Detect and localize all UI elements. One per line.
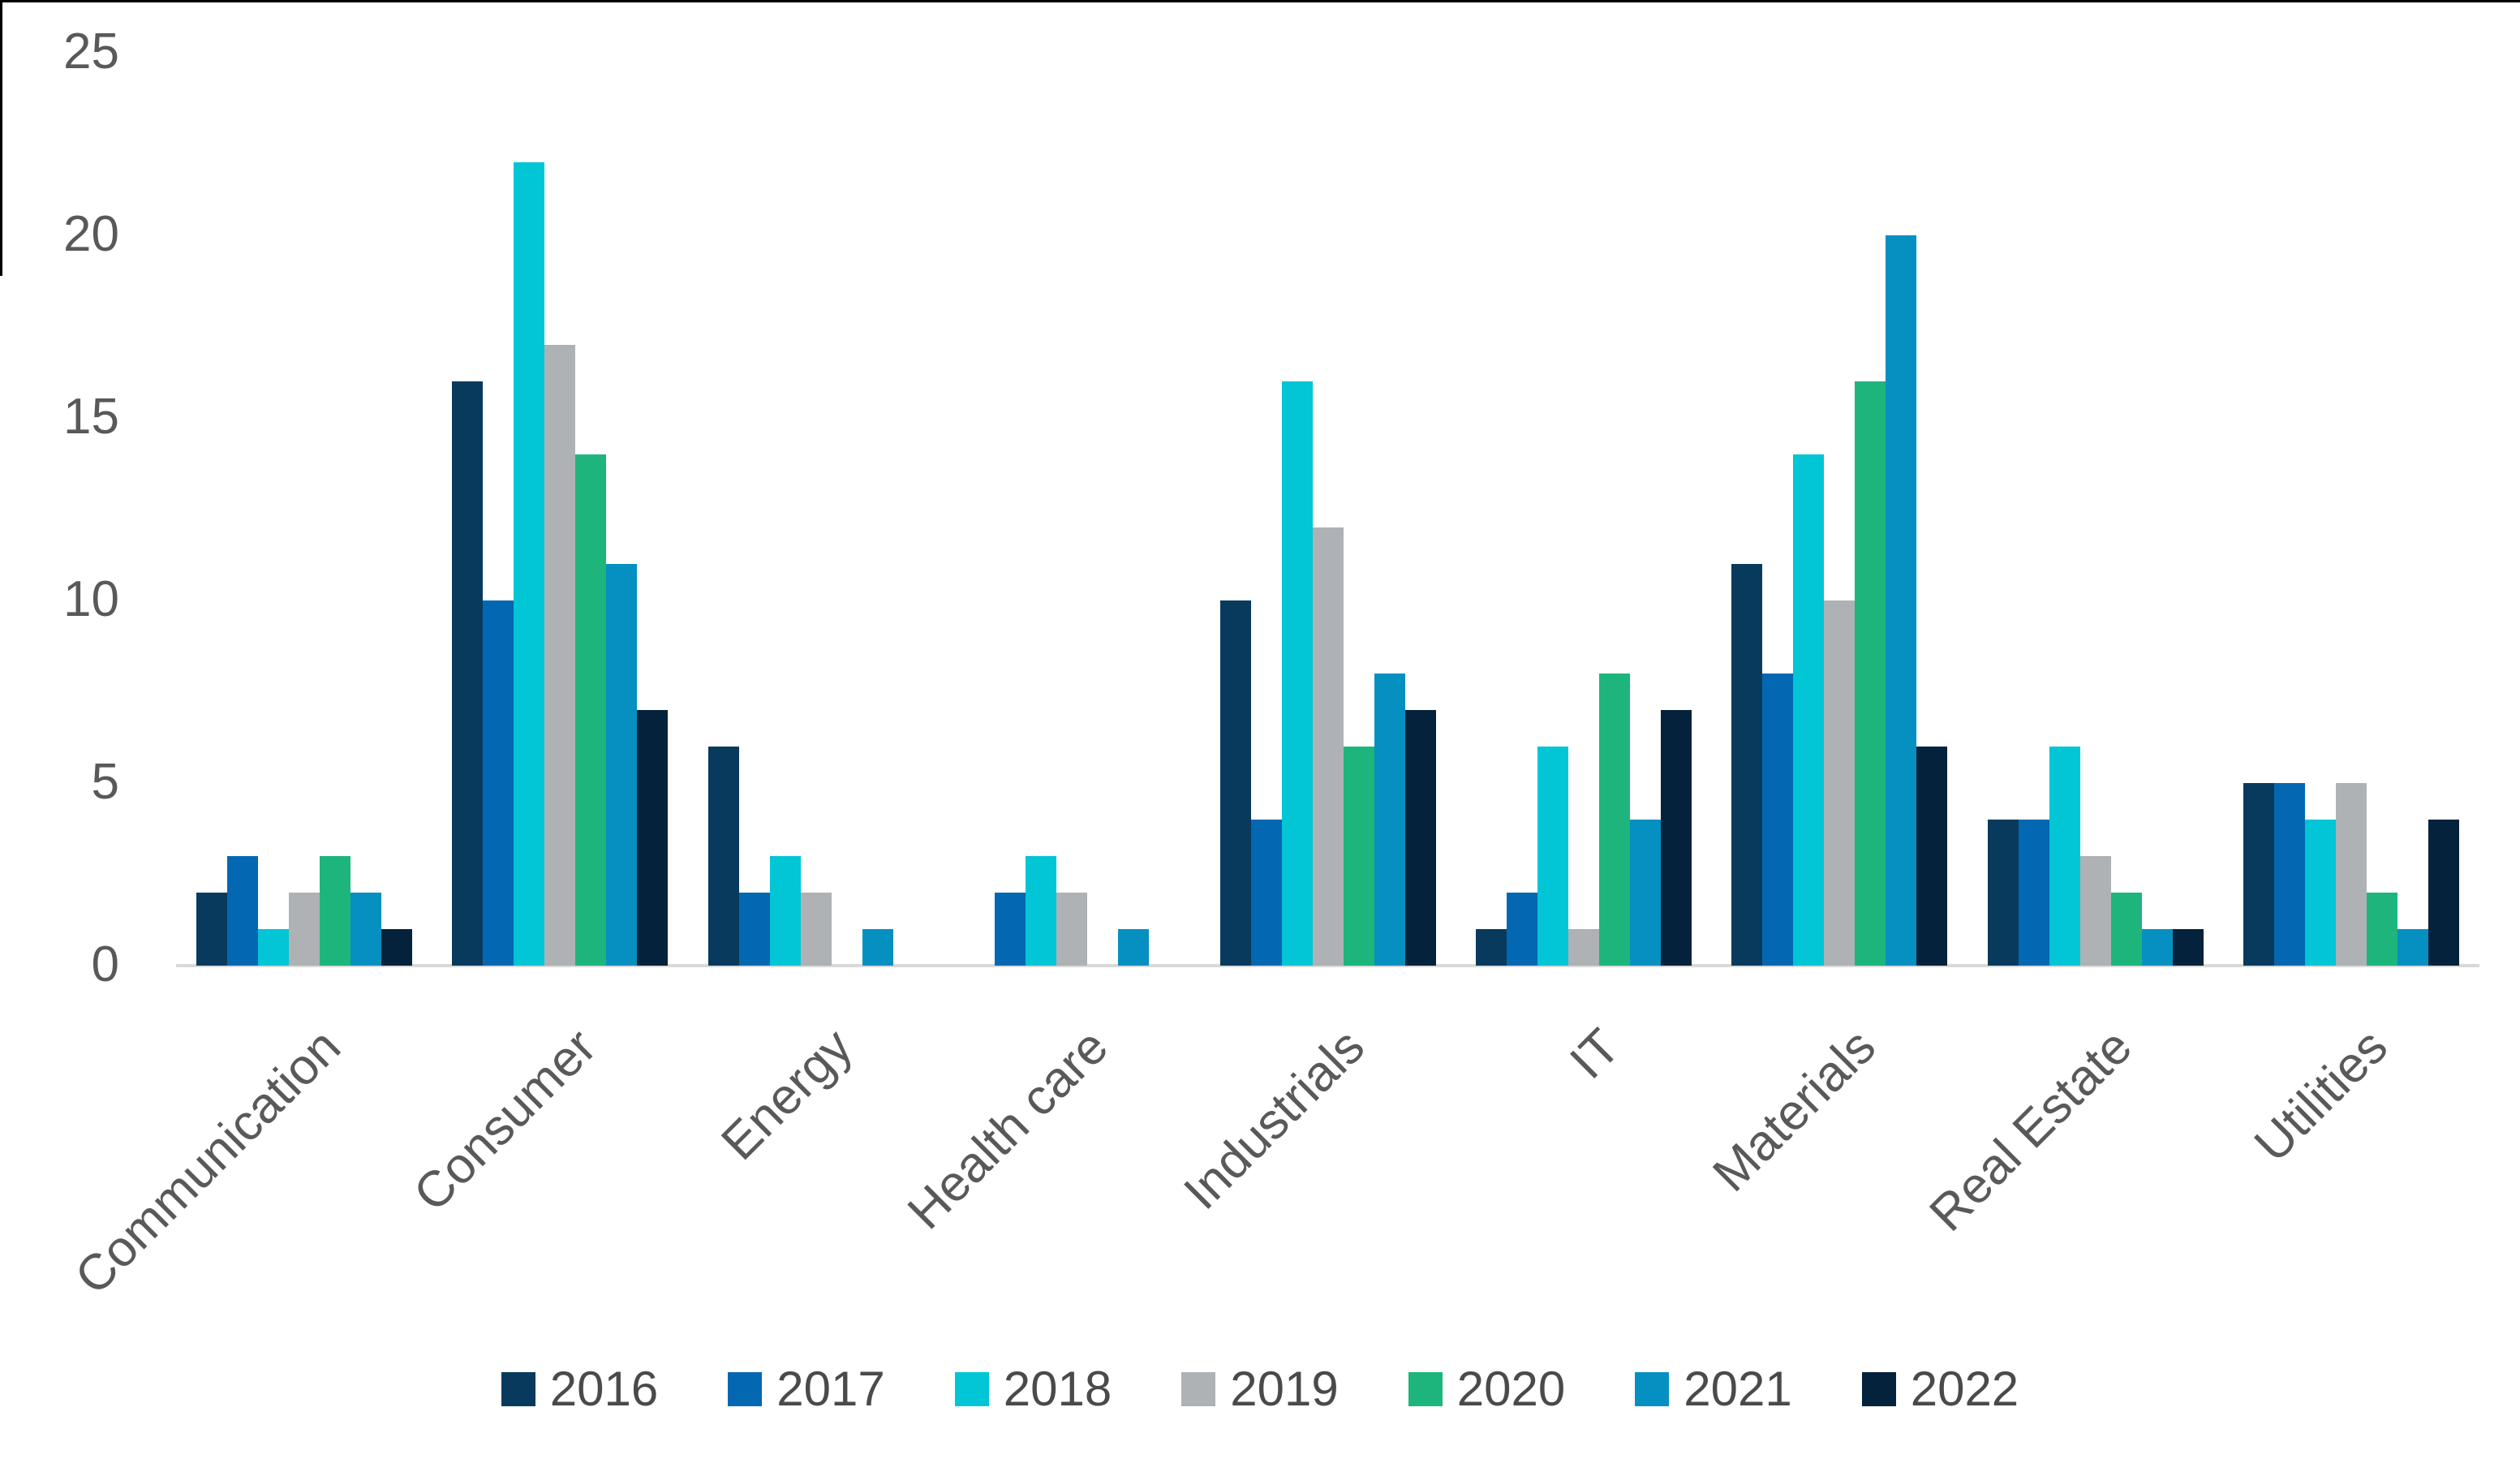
bar-2018-communication (257, 929, 289, 966)
bar-2019-health-care (1056, 893, 1088, 966)
x-axis-label-utilities: Utilities (2244, 1018, 2399, 1173)
bar-2016-materials (1731, 564, 1763, 966)
bar-2022-consumer (637, 710, 669, 966)
legend-entry-2018: 2018 (954, 1362, 1112, 1416)
x-axis-label-it: IT (1559, 1018, 1631, 1090)
x-axis-label-energy: Energy (710, 1018, 863, 1171)
legend-swatch-2019 (1181, 1372, 1216, 1406)
legend-entry-2016: 2016 (501, 1365, 658, 1414)
bar-2016-it (1475, 929, 1507, 966)
legend-swatch-2020 (1408, 1372, 1443, 1406)
x-axis-label-real-estate: Real Estate (1919, 1018, 2143, 1242)
bar-2021-consumer (606, 564, 638, 966)
legend-swatch-2018 (954, 1372, 989, 1406)
bar-2019-real-estate (2079, 856, 2111, 966)
bar-2022-industrials (1404, 710, 1436, 966)
bar-2019-energy (800, 893, 832, 966)
bar-2022-communication (381, 929, 412, 966)
bar-2020-utilities (2367, 893, 2398, 966)
bar-2019-communication (288, 893, 320, 966)
legend-entry-2021: 2021 (1635, 1362, 1792, 1416)
bar-2021-energy (862, 929, 893, 966)
bar-2021-health-care (1118, 929, 1150, 966)
bar-2022-materials (1916, 747, 1948, 966)
legend-label-2016: 2016 (549, 1362, 659, 1416)
legend-entry-2022: 2022 (1861, 1362, 2019, 1416)
bar-2020-it (1598, 674, 1630, 966)
bar-2021-industrials (1374, 674, 1405, 966)
bar-2019-consumer (544, 345, 576, 966)
bar-2017-energy (738, 893, 770, 966)
bar-2017-it (1506, 893, 1537, 966)
bar-2017-consumer (483, 600, 514, 966)
bar-2021-utilities (2397, 929, 2429, 966)
bar-2019-materials (1824, 600, 1856, 966)
bar-2018-energy (769, 856, 801, 966)
bar-2016-consumer (452, 381, 484, 966)
bar-2021-communication (350, 893, 381, 966)
bar-2020-industrials (1343, 747, 1374, 966)
legend-swatch-2022 (1861, 1372, 1896, 1406)
bar-2016-utilities (2243, 783, 2275, 966)
y-axis-tick-label-20: 20 (63, 205, 119, 262)
bar-2016-industrials (1219, 600, 1251, 966)
bar-2022-real-estate (2172, 929, 2204, 966)
x-axis-label-materials: Materials (1702, 1018, 1887, 1203)
bar-2018-utilities (2305, 820, 2337, 966)
legend-entry-2020: 2020 (1408, 1365, 1565, 1414)
bar-2018-health-care (1026, 856, 1057, 966)
legend-swatch-2021 (1635, 1372, 1670, 1406)
x-axis-label-health-care: Health care (897, 1018, 1120, 1241)
legend-label-2018: 2018 (1003, 1362, 1112, 1416)
legend-label-2022: 2022 (1910, 1362, 2019, 1416)
bar-2021-real-estate (2141, 929, 2173, 966)
y-axis-tick-label-5: 5 (91, 753, 119, 810)
bar-2018-consumer (514, 162, 545, 966)
bar-2022-utilities (2428, 820, 2460, 966)
bar-2018-it (1537, 747, 1568, 966)
bar-2020-materials (1855, 381, 1886, 966)
y-axis-tick-label-10: 10 (63, 570, 119, 627)
bar-2017-communication (226, 856, 258, 966)
legend: 2016 2017 2018 2019 2020 2021 2022 (0, 1365, 2520, 1414)
bar-2017-industrials (1250, 820, 1282, 966)
bar-2019-utilities (2336, 783, 2367, 966)
bar-2016-communication (196, 893, 227, 966)
screenshot-border-top (0, 0, 2520, 2)
bar-2018-materials (1793, 454, 1825, 966)
bar-2021-materials (1886, 235, 1917, 966)
bar-2018-industrials (1281, 381, 1313, 966)
legend-label-2019: 2019 (1230, 1362, 1339, 1416)
screenshot-border-left (0, 0, 2, 276)
legend-label-2021: 2021 (1684, 1362, 1792, 1416)
legend-entry-2017: 2017 (728, 1362, 885, 1416)
bar-2020-communication (319, 856, 350, 966)
bar-2017-utilities (2274, 783, 2306, 966)
bar-2021-it (1629, 820, 1661, 966)
y-axis-tick-label-25: 25 (63, 23, 119, 80)
x-axis-label-industrials: Industrials (1172, 1018, 1375, 1220)
bar-2022-it (1660, 710, 1692, 966)
bar-2020-consumer (575, 454, 607, 966)
legend-entry-2019: 2019 (1181, 1362, 1339, 1416)
legend-label-2017: 2017 (776, 1362, 885, 1416)
legend-swatch-2017 (728, 1372, 763, 1406)
bar-2017-materials (1762, 674, 1794, 966)
x-axis-label-communication: Communication (64, 1018, 351, 1306)
legend-label-2020: 2020 (1456, 1362, 1566, 1416)
y-axis-tick-label-0: 0 (91, 936, 119, 992)
bar-2016-real-estate (1987, 820, 2019, 966)
bar-2019-it (1567, 929, 1599, 966)
x-axis-label-consumer: Consumer (403, 1018, 608, 1223)
x-axis-line (176, 964, 2479, 967)
y-axis-tick-label-15: 15 (63, 388, 119, 445)
bar-2019-industrials (1312, 527, 1344, 966)
bar-2020-real-estate (2110, 893, 2142, 966)
bar-2017-real-estate (2018, 820, 2049, 966)
bar-2016-energy (707, 747, 739, 966)
bar-2018-real-estate (2049, 747, 2080, 966)
bar-2017-health-care (995, 893, 1026, 966)
legend-swatch-2016 (501, 1372, 535, 1406)
